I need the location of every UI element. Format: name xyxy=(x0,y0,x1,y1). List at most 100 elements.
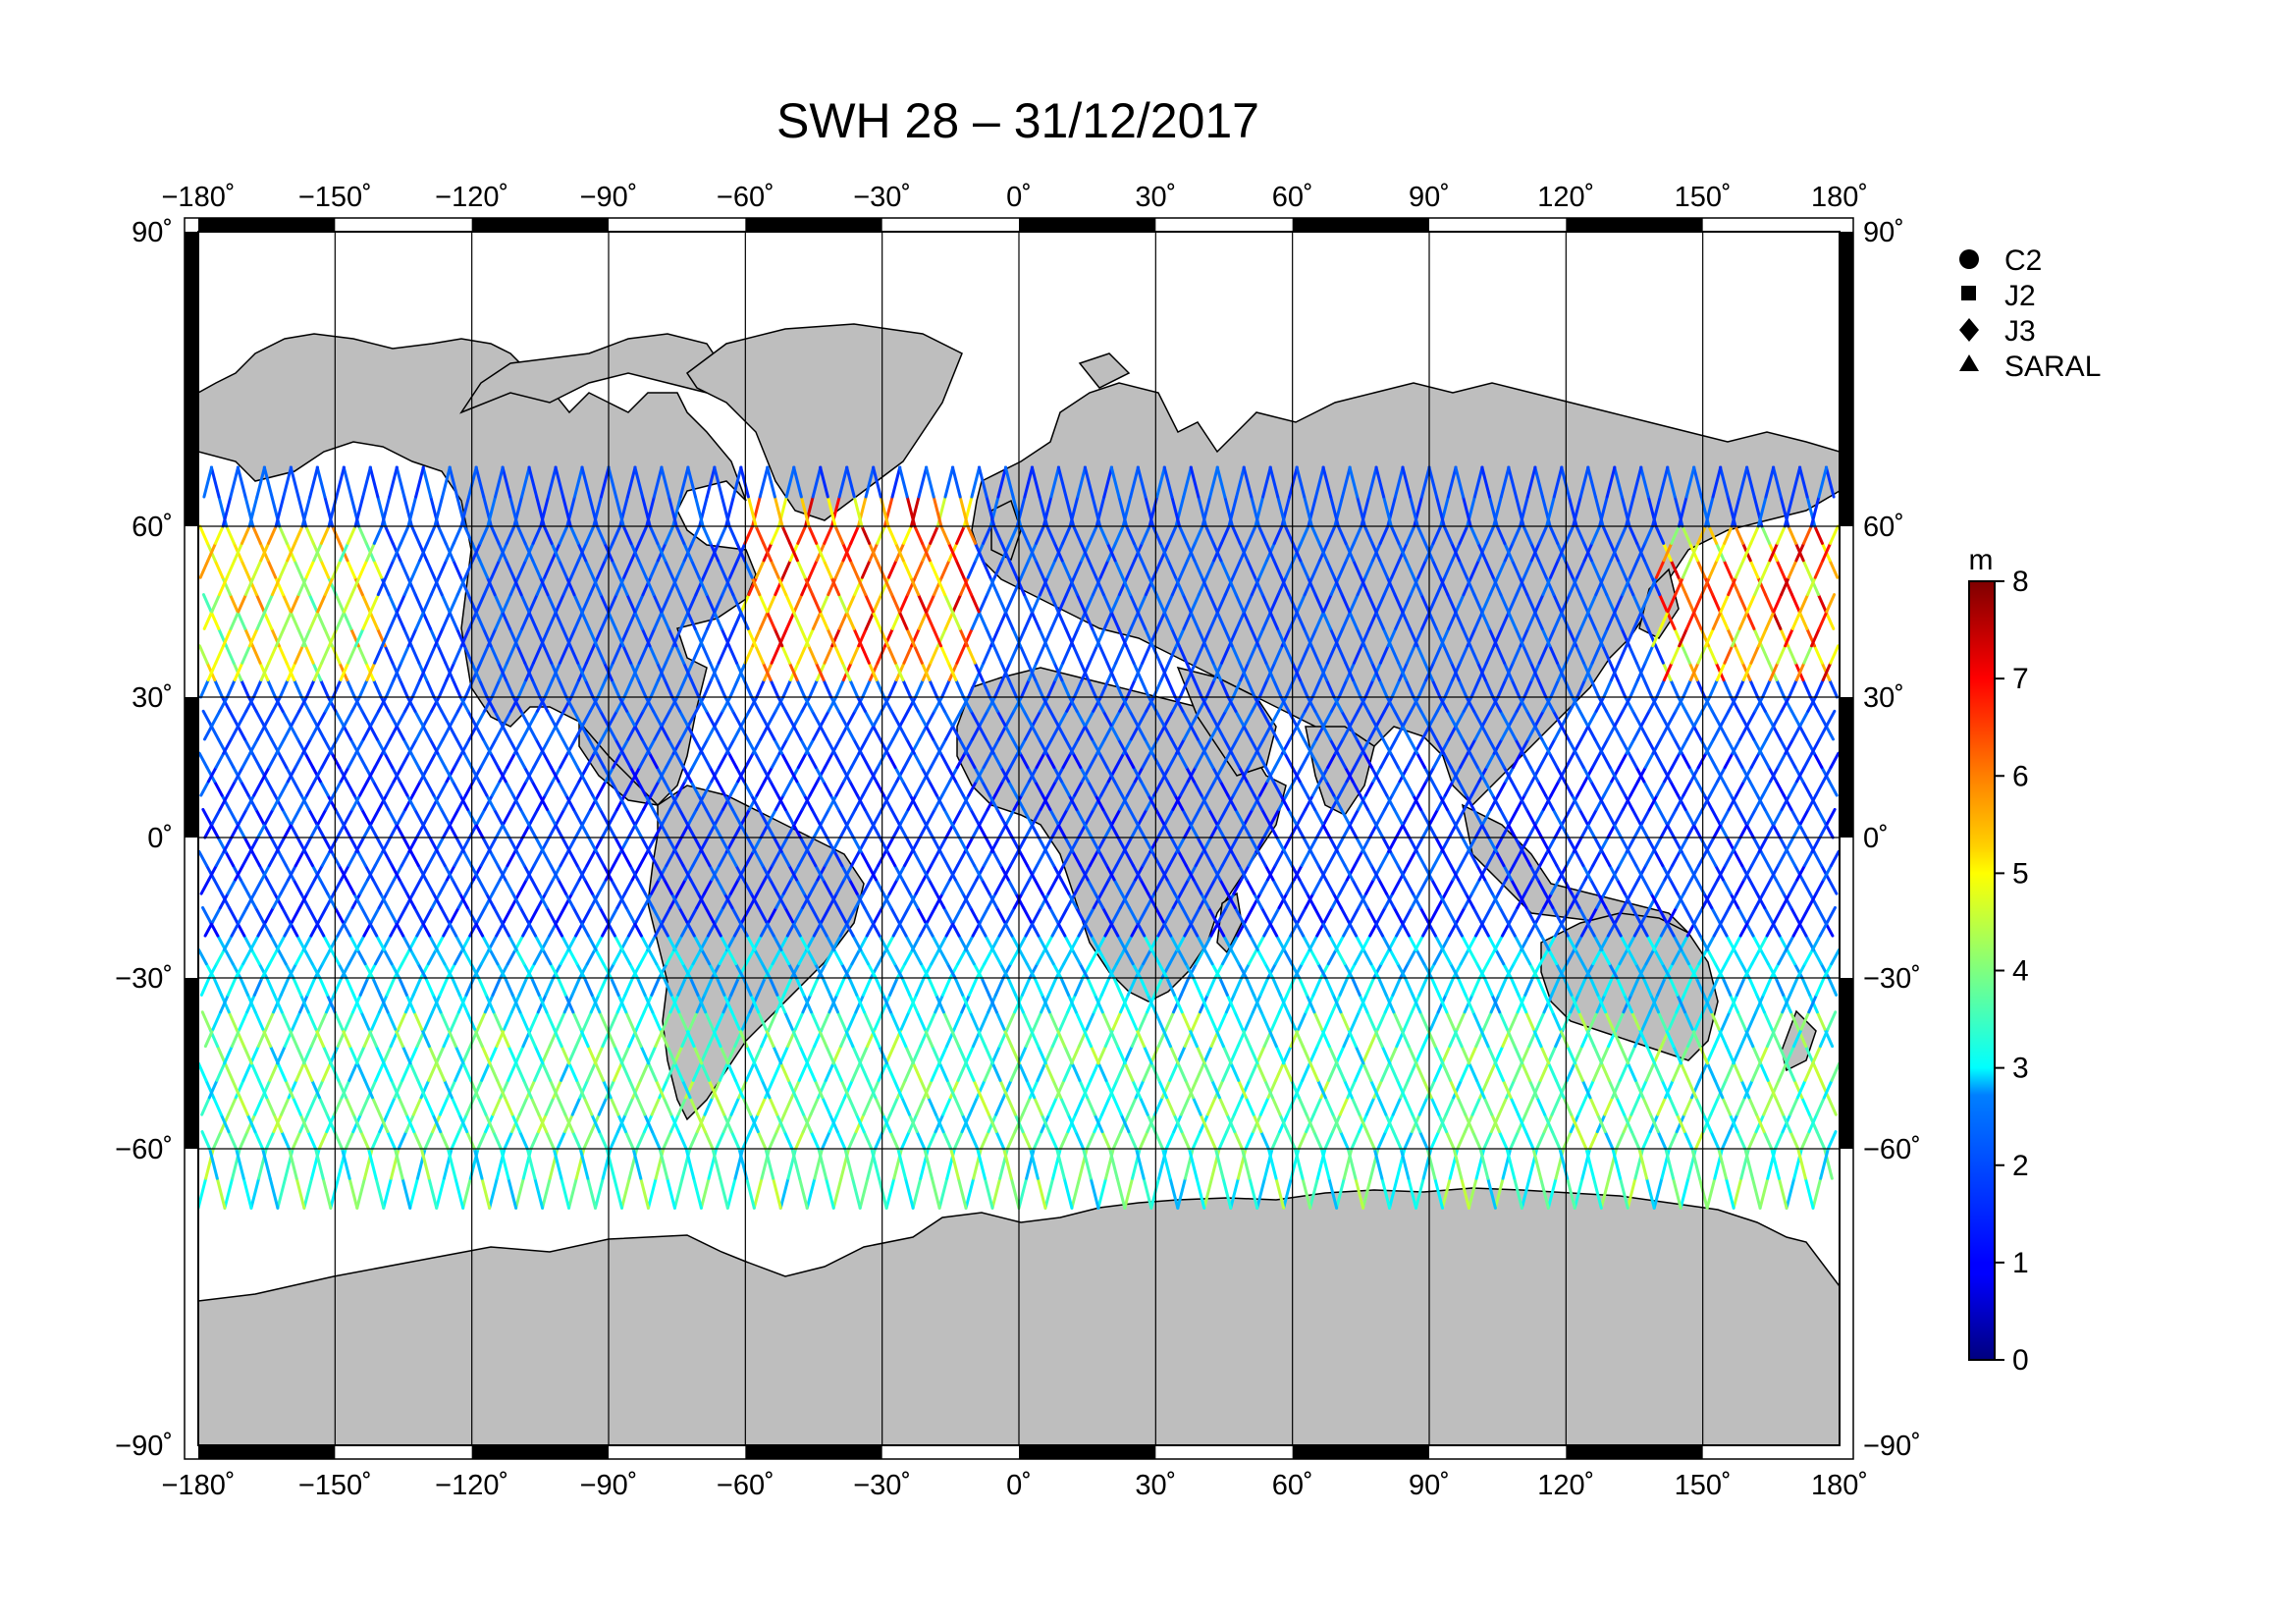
track-segment xyxy=(993,780,1005,797)
track-segment xyxy=(259,541,270,563)
track-segment xyxy=(1190,807,1201,826)
track-segment xyxy=(1731,626,1741,648)
track-segment xyxy=(653,610,664,630)
track-segment xyxy=(236,465,247,499)
track-segment xyxy=(887,678,898,699)
track-segment xyxy=(1496,678,1508,699)
track-segment xyxy=(1114,751,1126,769)
track-segment xyxy=(637,559,648,579)
track-segment xyxy=(906,793,918,811)
track-segment xyxy=(718,1061,729,1082)
track-segment xyxy=(443,864,454,882)
track-segment xyxy=(533,1045,545,1065)
track-segment xyxy=(1379,849,1391,868)
track-segment xyxy=(1169,934,1180,951)
track-segment xyxy=(667,495,678,528)
track-segment xyxy=(1399,962,1410,980)
track-segment xyxy=(1465,793,1475,811)
track-segment xyxy=(543,559,554,579)
track-segment xyxy=(1437,892,1449,909)
track-segment xyxy=(1640,906,1652,924)
track-segment xyxy=(550,661,561,682)
track-segment xyxy=(1417,976,1429,997)
track-segment xyxy=(1370,661,1381,682)
track-segment xyxy=(1054,1078,1066,1100)
track-segment xyxy=(1497,976,1508,997)
track-segment xyxy=(558,559,568,579)
track-segment xyxy=(276,1176,288,1210)
track-segment xyxy=(1041,892,1052,909)
track-segment xyxy=(1829,849,1840,868)
track-segment xyxy=(993,678,1004,699)
track-segment xyxy=(930,849,940,868)
track-segment xyxy=(1625,737,1636,755)
track-segment xyxy=(1213,962,1224,980)
track-segment xyxy=(1171,695,1182,713)
track-segment xyxy=(924,610,935,630)
track-segment xyxy=(1204,559,1216,579)
track-segment xyxy=(863,709,875,728)
track-segment xyxy=(1268,724,1279,741)
track-segment xyxy=(948,962,960,980)
track-segment xyxy=(921,541,932,563)
track-segment xyxy=(1326,849,1338,868)
track-segment xyxy=(1257,678,1269,699)
track-segment xyxy=(614,836,624,853)
track-segment xyxy=(676,878,687,895)
track-segment xyxy=(951,709,963,728)
track-segment xyxy=(1052,766,1063,784)
track-segment xyxy=(421,465,433,499)
track-segment xyxy=(584,644,596,665)
track-segment xyxy=(493,709,504,728)
track-segment xyxy=(1157,962,1169,980)
track-segment xyxy=(994,1010,1006,1031)
track-segment xyxy=(1543,1112,1554,1134)
track-segment xyxy=(690,644,702,665)
track-segment xyxy=(1274,1061,1285,1082)
track-segment xyxy=(746,495,758,528)
track-segment xyxy=(913,644,924,665)
track-segment xyxy=(966,644,977,665)
track-segment xyxy=(720,626,731,648)
track-segment xyxy=(201,593,213,614)
track-segment xyxy=(1275,626,1287,648)
track-segment xyxy=(440,709,452,728)
track-segment xyxy=(1022,709,1034,728)
track-segment xyxy=(393,1078,404,1100)
track-segment xyxy=(992,559,1004,579)
track-segment xyxy=(1008,524,1019,545)
track-segment xyxy=(900,976,912,997)
track-segment xyxy=(355,947,367,966)
track-segment xyxy=(501,610,511,630)
track-segment xyxy=(808,780,820,797)
track-segment xyxy=(750,695,761,713)
track-segment xyxy=(1048,593,1060,614)
track-segment xyxy=(770,524,781,545)
track-segment xyxy=(853,695,865,713)
track-segment xyxy=(1407,1045,1418,1065)
track-segment xyxy=(929,644,940,665)
track-segment xyxy=(864,610,876,630)
track-segment xyxy=(689,878,700,895)
track-segment xyxy=(1164,906,1175,924)
track-segment xyxy=(1335,947,1347,966)
track-segment xyxy=(345,780,356,797)
track-segment xyxy=(1335,1061,1347,1082)
track-segment xyxy=(693,737,705,755)
track-segment xyxy=(705,465,717,499)
track-segment xyxy=(502,593,512,614)
track-segment xyxy=(1444,878,1455,895)
track-segment xyxy=(1154,709,1166,728)
track-segment xyxy=(1249,836,1260,853)
track-segment xyxy=(1485,849,1497,868)
track-segment xyxy=(586,934,598,951)
track-segment xyxy=(766,465,776,499)
track-segment xyxy=(583,678,595,699)
track-segment xyxy=(1167,644,1178,665)
track-segment xyxy=(1730,495,1741,528)
track-segment xyxy=(647,849,659,868)
track-segment xyxy=(690,524,702,545)
track-segment xyxy=(506,849,517,868)
track-segment xyxy=(289,610,300,630)
track-segment xyxy=(1273,947,1285,966)
